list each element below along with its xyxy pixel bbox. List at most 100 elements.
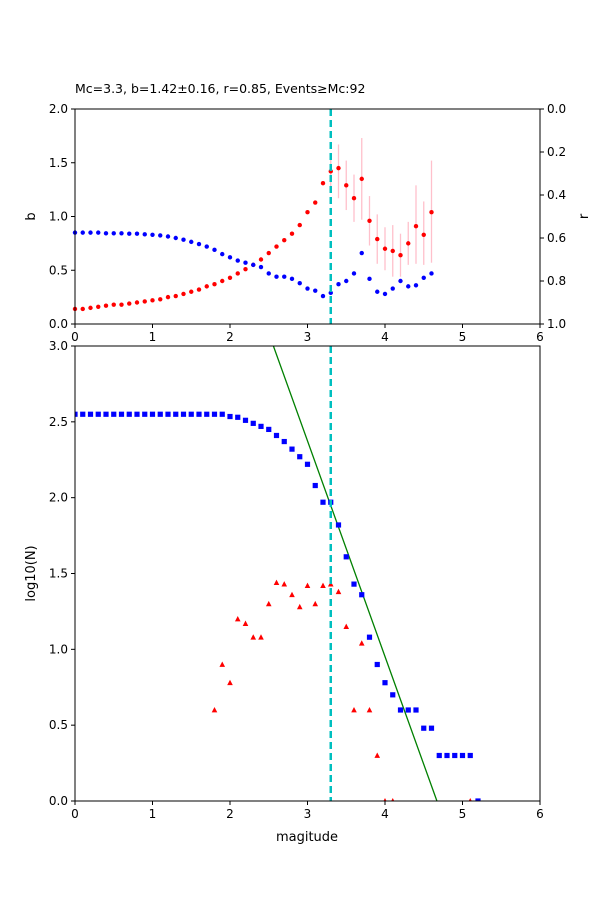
b-value-point — [282, 237, 287, 243]
non-cumulative-point — [374, 752, 381, 758]
cumulative-point — [335, 522, 342, 528]
top-chart-title: Mc=3.3, b=1.42±0.16, r=0.85, Events≥Mc:9… — [75, 81, 365, 96]
r-value-point — [103, 231, 109, 236]
r-value-point — [282, 274, 287, 279]
b-value-point — [204, 284, 209, 289]
r-value-point — [196, 241, 202, 247]
b-value-point — [243, 266, 248, 272]
top-right-axis-label: r — [577, 213, 592, 219]
r-value-point — [165, 234, 171, 239]
b-value-point — [336, 165, 341, 171]
b-value-point — [165, 294, 171, 300]
x-tick-label: 5 — [459, 330, 467, 344]
r-value-point — [413, 283, 419, 288]
r-value-point — [344, 278, 349, 284]
y-tick-label: 1.5 — [49, 156, 68, 170]
non-cumulative-point — [234, 616, 241, 622]
r-value-point — [181, 237, 186, 242]
b-value-point — [351, 196, 357, 201]
cumulative-point — [421, 725, 427, 731]
non-cumulative-point — [273, 579, 280, 585]
r-value-point — [313, 288, 318, 293]
cumulative-point — [173, 411, 179, 417]
cumulative-point — [266, 426, 272, 433]
r-value-point — [220, 251, 225, 257]
cumulative-point — [428, 725, 435, 731]
non-cumulative-point — [258, 634, 264, 640]
y-tick-label: 2.5 — [49, 415, 68, 429]
non-cumulative-point — [265, 600, 272, 607]
r-value-point — [398, 278, 403, 284]
cumulative-point — [258, 423, 264, 429]
r-value-point — [289, 276, 295, 282]
r-value-point — [421, 275, 426, 280]
r-value-point — [80, 230, 85, 235]
cumulative-point — [382, 680, 388, 686]
r-value-point — [258, 264, 264, 270]
cumulative-point — [149, 411, 156, 417]
y-right-tick-label: 0.2 — [547, 145, 566, 159]
cumulative-point — [359, 592, 365, 598]
cumulative-point — [351, 581, 357, 587]
r-value-point — [204, 244, 209, 249]
cumulative-point — [165, 411, 171, 417]
non-cumulative-point — [351, 707, 357, 713]
y-right-tick-label: 0.8 — [547, 274, 566, 288]
top-marks — [72, 109, 434, 324]
b-value-point — [375, 236, 380, 242]
y-tick-label: 1.0 — [49, 642, 68, 656]
b-value-point — [96, 304, 101, 309]
cumulative-point — [196, 411, 202, 417]
r-value-point — [429, 271, 434, 276]
r-value-point — [266, 271, 271, 276]
x-tick-label: 3 — [304, 330, 312, 344]
b-value-point — [390, 248, 395, 254]
x-tick-label: 6 — [536, 330, 544, 344]
r-value-point — [158, 233, 163, 238]
r-value-point — [142, 232, 147, 237]
non-cumulative-point — [358, 640, 365, 646]
y-tick-label: 0.5 — [49, 718, 68, 732]
r-value-point — [111, 231, 116, 236]
non-cumulative-point — [391, 798, 395, 801]
cumulative-point — [413, 707, 419, 713]
r-value-point — [251, 262, 256, 268]
cumulative-point — [80, 411, 86, 417]
b-value-point — [359, 176, 364, 182]
non-cumulative-point — [296, 603, 303, 610]
r-value-point — [88, 230, 93, 235]
top-y-ticks-right: 0.0 0.2 0.4 0.6 0.8 1.0 — [540, 102, 566, 331]
b-value-point — [227, 275, 233, 280]
b-value-point — [406, 241, 411, 246]
x-tick-label: 4 — [381, 330, 389, 344]
top-y-ticks: 0.0 0.5 1.0 1.5 2.0 — [49, 102, 75, 331]
y-tick-label: 0.5 — [49, 263, 68, 277]
cumulative-point — [235, 414, 241, 420]
x-tick-label: 5 — [459, 807, 467, 821]
non-cumulative-point — [242, 620, 249, 626]
y-tick-label: 2.0 — [49, 102, 68, 116]
cumulative-point — [188, 411, 194, 417]
b-value-point — [274, 244, 279, 249]
x-tick-label: 3 — [304, 807, 312, 821]
cumulative-point — [475, 798, 481, 801]
top-y-axis-label: b — [24, 212, 39, 220]
r-value-point — [406, 284, 411, 289]
b-value-point — [266, 250, 271, 256]
b-value-point — [196, 287, 202, 292]
cumulative-point — [111, 411, 117, 417]
non-cumulative-point — [281, 581, 288, 587]
cumulative-point — [467, 752, 473, 759]
cumulative-point — [405, 707, 411, 713]
cumulative-point — [211, 411, 218, 417]
y-right-tick-label: 0.4 — [547, 188, 566, 202]
r-value-point — [305, 286, 310, 291]
b-value-point — [367, 218, 372, 223]
y-tick-label: 1.5 — [49, 567, 68, 581]
b-value-point — [413, 223, 419, 229]
cumulative-point — [273, 432, 280, 439]
cumulative-point — [374, 661, 380, 668]
non-cumulative-point — [468, 798, 472, 801]
y-tick-label: 3.0 — [49, 339, 68, 353]
b-value-point — [305, 210, 310, 215]
